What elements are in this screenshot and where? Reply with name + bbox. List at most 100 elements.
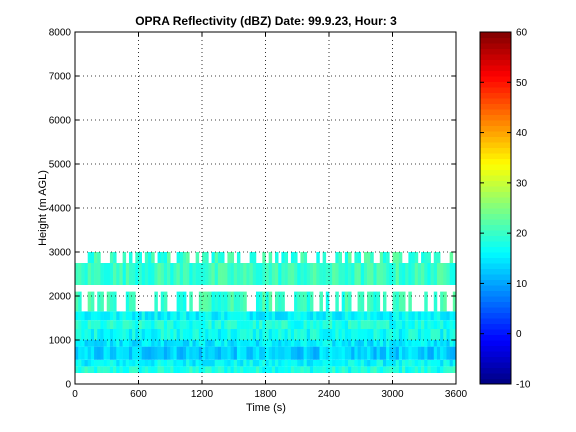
heatmap-cell bbox=[221, 340, 225, 347]
colorbar-segment bbox=[480, 257, 511, 264]
heatmap-cell bbox=[138, 263, 142, 285]
colorbar-segment bbox=[480, 37, 511, 44]
heatmap-cell bbox=[440, 263, 444, 285]
heatmap-cell bbox=[128, 340, 133, 347]
heatmap-cell bbox=[329, 366, 333, 373]
heatmap-cell bbox=[268, 311, 273, 321]
heatmap-cell bbox=[316, 252, 320, 263]
colorbar-segment bbox=[480, 120, 511, 126]
heatmap-cell bbox=[300, 359, 304, 367]
heatmap-cell bbox=[141, 263, 146, 285]
heatmap-cell bbox=[417, 320, 422, 329]
colorbar-segment bbox=[480, 43, 511, 49]
heatmap-cell bbox=[300, 366, 304, 373]
heatmap-cell bbox=[389, 366, 393, 373]
colorbar-segment bbox=[480, 373, 511, 379]
colorbar-segment bbox=[480, 175, 511, 181]
heatmap-cell bbox=[436, 366, 441, 373]
heatmap-cell bbox=[122, 359, 127, 367]
heatmap-cell bbox=[198, 346, 203, 360]
heatmap-cell bbox=[230, 252, 235, 263]
heatmap-cell bbox=[182, 359, 187, 367]
heatmap-cell bbox=[84, 366, 88, 373]
heatmap-cell bbox=[281, 366, 285, 373]
heatmap-cell bbox=[398, 340, 403, 347]
heatmap-cell bbox=[408, 329, 412, 340]
heatmap-cell bbox=[240, 320, 244, 329]
heatmap-cell bbox=[360, 366, 365, 373]
heatmap-cell bbox=[325, 329, 330, 340]
heatmap-cell bbox=[160, 366, 165, 373]
colorbar-tick-label: 10 bbox=[516, 279, 528, 290]
heatmap-cell bbox=[128, 320, 133, 329]
heatmap-cell bbox=[100, 263, 104, 285]
heatmap-cell bbox=[233, 263, 238, 285]
heatmap-cell bbox=[179, 320, 184, 329]
heatmap-cell bbox=[367, 252, 371, 263]
heatmap-cell bbox=[370, 346, 374, 360]
heatmap-cell bbox=[313, 329, 317, 340]
heatmap-cell bbox=[208, 340, 212, 347]
heatmap-cell bbox=[265, 329, 269, 340]
heatmap-cell bbox=[287, 366, 292, 373]
heatmap-cell bbox=[329, 346, 333, 360]
heatmap-cell bbox=[122, 346, 127, 360]
heatmap-cell bbox=[205, 359, 209, 367]
heatmap-cell bbox=[75, 346, 79, 360]
heatmap-cell bbox=[221, 311, 225, 321]
heatmap-cell bbox=[294, 291, 298, 312]
heatmap-cell bbox=[386, 359, 390, 367]
heatmap-cell bbox=[259, 263, 263, 285]
heatmap-cell bbox=[354, 329, 358, 340]
heatmap-cell bbox=[246, 346, 250, 360]
heatmap-cell bbox=[411, 252, 416, 263]
heatmap-cell bbox=[113, 359, 117, 367]
colorbar-segment bbox=[480, 323, 511, 330]
heatmap-cell bbox=[249, 359, 254, 367]
heatmap-cell bbox=[163, 366, 168, 373]
heatmap-cell bbox=[322, 366, 327, 373]
heatmap-cell bbox=[176, 359, 181, 367]
heatmap-cell bbox=[97, 320, 101, 329]
x-axis-label: Time (s) bbox=[246, 402, 286, 414]
heatmap-cell bbox=[90, 252, 95, 263]
heatmap-cell bbox=[217, 320, 222, 329]
heatmap-cell bbox=[354, 263, 358, 285]
heatmap-cell bbox=[167, 320, 171, 329]
heatmap-cell bbox=[208, 311, 212, 321]
heatmap-cell bbox=[262, 346, 266, 360]
heatmap-cell bbox=[214, 263, 219, 285]
heatmap-cell bbox=[125, 366, 130, 373]
heatmap-cell bbox=[233, 329, 238, 340]
heatmap-cell bbox=[148, 359, 152, 367]
heatmap-cell bbox=[303, 291, 308, 312]
heatmap-cell bbox=[144, 263, 149, 285]
heatmap-cell bbox=[154, 329, 158, 340]
heatmap-cell bbox=[402, 291, 406, 312]
heatmap-cell bbox=[75, 340, 79, 347]
heatmap-cell bbox=[414, 346, 419, 360]
heatmap-cell bbox=[141, 359, 146, 367]
heatmap-cell bbox=[262, 311, 266, 321]
heatmap-cell bbox=[373, 359, 377, 367]
heatmap-cell bbox=[84, 359, 88, 367]
heatmap-cell bbox=[386, 329, 390, 340]
heatmap-cell bbox=[405, 359, 409, 367]
heatmap-cell bbox=[351, 320, 355, 329]
heatmap-cell bbox=[357, 252, 362, 263]
heatmap-cell bbox=[322, 252, 327, 263]
heatmap-cell bbox=[440, 340, 444, 347]
heatmap-cell bbox=[205, 320, 209, 329]
heatmap-cell bbox=[268, 340, 273, 347]
heatmap-cell bbox=[341, 320, 346, 329]
heatmap-cell bbox=[78, 329, 82, 340]
heatmap-cell bbox=[163, 291, 168, 312]
heatmap-cell bbox=[281, 346, 285, 360]
heatmap-cell bbox=[433, 311, 438, 321]
heatmap-cell bbox=[90, 329, 95, 340]
heatmap-cell bbox=[97, 263, 101, 285]
heatmap-cell bbox=[275, 366, 279, 373]
colorbar-frame bbox=[479, 31, 512, 385]
heatmap-cell bbox=[408, 359, 412, 367]
heatmap-cell bbox=[290, 359, 295, 367]
